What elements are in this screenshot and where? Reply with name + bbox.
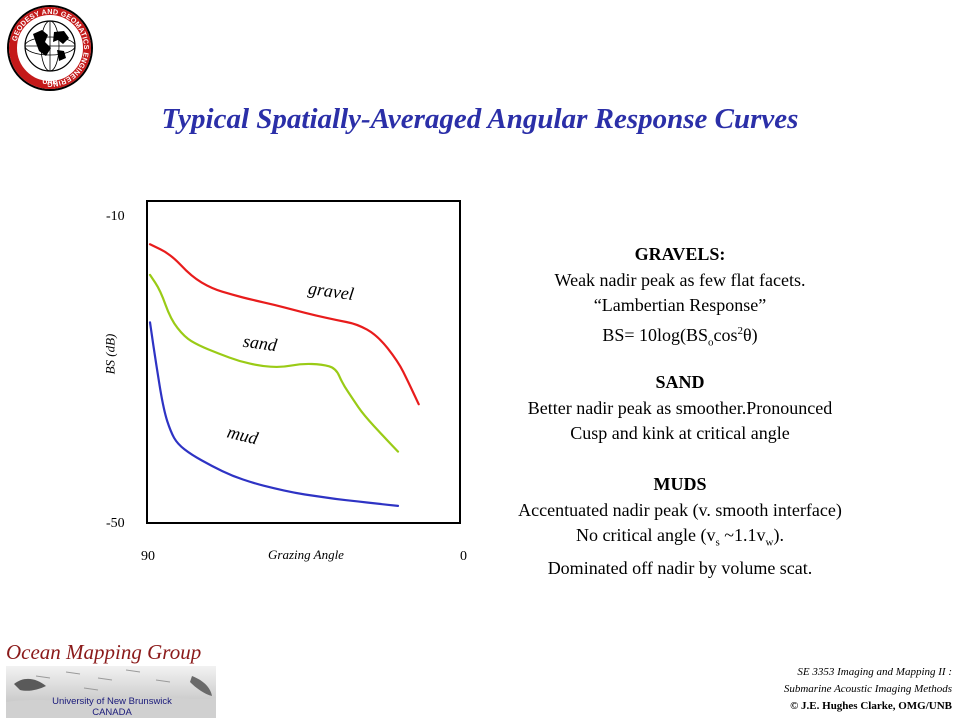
muds-description: MUDS Accentuated nadir peak (v. smooth i… (480, 472, 880, 582)
country-name: CANADA (92, 707, 132, 718)
ocean-mapping-group-title: Ocean Mapping Group (6, 640, 202, 664)
mud-curve (148, 321, 400, 507)
sand-curve (148, 273, 400, 453)
gravels-heading: GRAVELS: (634, 244, 726, 264)
gravels-formula: BS= 10log(BSocos2θ) (602, 324, 758, 349)
sand-line-2: Cusp and kink at critical angle (570, 423, 790, 443)
course-info: SE 3353 Imaging and Mapping II : Submari… (784, 664, 952, 715)
curves-group (148, 243, 420, 507)
slide-title: Typical Spatially-Averaged Angular Respo… (161, 103, 799, 135)
logo-unb-text: UNB (42, 79, 57, 86)
gravels-line-1: Weak nadir peak as few flat facets. (554, 269, 806, 290)
unb-caption: University of New Brunswick CANADA (46, 696, 178, 718)
muds-heading: MUDS (653, 474, 707, 494)
y-axis-label: BS (dB) (102, 333, 118, 375)
x-tick-right: 0 (460, 549, 467, 564)
x-tick-left: 90 (141, 549, 155, 564)
y-tick-bottom: -50 (106, 516, 125, 531)
sand-description: SAND Better nadir peak as smoother.Prono… (480, 370, 880, 447)
gravel-curve (148, 243, 420, 406)
sand-heading: SAND (655, 372, 705, 392)
angular-response-chart (146, 200, 461, 524)
university-name: University of New Brunswick (52, 696, 172, 707)
copyright-text: © J.E. Hughes Clarke, OMG/UNB (790, 700, 952, 712)
muds-line-1: Accentuated nadir peak (v. smooth interf… (518, 499, 842, 520)
plot-frame (146, 200, 461, 524)
sand-curve-label: sand (241, 330, 279, 356)
course-line-1: SE 3353 Imaging and Mapping II : (797, 666, 952, 678)
gravels-line-2: “Lambertian Response” (593, 295, 767, 315)
sand-line-1: Better nadir peak as smoother.Pronounced (527, 397, 833, 418)
gravels-description: GRAVELS: Weak nadir peak as few flat fac… (480, 242, 880, 356)
x-axis-label: Grazing Angle (268, 547, 344, 562)
unb-geodesy-logo: GEODESY AND GEOMATICS ENGINEERING UNB (7, 5, 93, 91)
y-tick-top: -10 (106, 209, 125, 224)
muds-line-3: Dominated off nadir by volume scat. (547, 558, 813, 579)
seafloor-art-graphic (6, 666, 216, 718)
course-line-2: Submarine Acoustic Imaging Methods (783, 683, 952, 695)
muds-line-2: No critical angle (vs ~1.1vw). (576, 525, 784, 549)
